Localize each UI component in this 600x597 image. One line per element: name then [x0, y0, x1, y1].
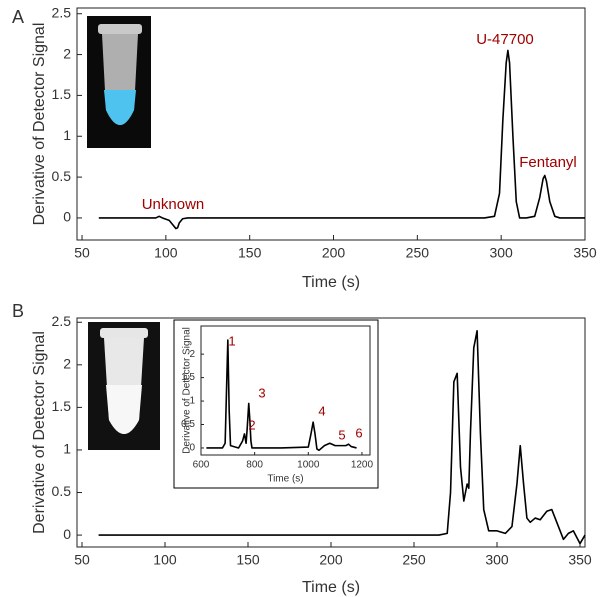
- y-tick-label: 2: [63, 45, 71, 61]
- y-tick-label: 1: [189, 396, 195, 407]
- y-tick-label: 2: [189, 349, 195, 360]
- y-tick-label: 1.5: [52, 398, 72, 414]
- x-tick-label: 600: [193, 460, 210, 471]
- x-tick-label: 250: [406, 245, 430, 261]
- panel-label: B: [12, 301, 24, 321]
- y-axis-label: Derivative of Detector Signal: [31, 23, 48, 226]
- peak-annotation: Unknown: [142, 196, 205, 213]
- peak-annotation: 3: [258, 385, 265, 400]
- peak-annotation: 2: [248, 417, 255, 432]
- y-tick-label: 0.5: [52, 168, 72, 184]
- x-tick-label: 350: [573, 245, 597, 261]
- peak-annotation: 6: [355, 425, 362, 440]
- peak-annotation: 1: [228, 333, 235, 348]
- peak-annotation: 5: [338, 427, 345, 442]
- x-tick-label: 250: [402, 552, 426, 568]
- x-tick-label: 800: [246, 460, 263, 471]
- y-axis-label: Derivative of Detector Signal: [182, 327, 193, 454]
- y-tick-label: 1: [63, 441, 71, 457]
- peak-annotation: U-47700: [476, 31, 534, 48]
- y-tick-label: 1: [63, 127, 71, 143]
- x-tick-label: 200: [322, 245, 346, 261]
- y-tick-label: 0: [63, 209, 71, 225]
- x-tick-label: 50: [74, 552, 90, 568]
- y-tick-label: 1.5: [52, 86, 72, 102]
- y-tick-label: 0: [63, 526, 71, 542]
- y-tick-label: 2.5: [52, 313, 72, 329]
- x-tick-label: 300: [485, 552, 509, 568]
- x-axis-label: Time (s): [302, 274, 360, 291]
- x-tick-label: 100: [154, 245, 178, 261]
- x-axis-label: Time (s): [267, 474, 303, 485]
- inset-frame: [173, 319, 379, 489]
- panel-label: A: [12, 7, 24, 27]
- y-axis-label: Derivative of Detector Signal: [31, 331, 48, 534]
- signal-line: [98, 329, 586, 545]
- peak-annotation: Fentanyl: [519, 154, 577, 171]
- x-tick-label: 1000: [297, 460, 320, 471]
- x-tick-label: 1200: [351, 460, 374, 471]
- y-tick-label: 0: [189, 443, 195, 454]
- y-tick-label: 0.5: [181, 419, 195, 430]
- y-tick-label: 0.5: [52, 483, 72, 499]
- x-tick-label: 50: [74, 245, 90, 261]
- x-tick-label: 200: [319, 552, 343, 568]
- x-tick-label: 100: [153, 552, 177, 568]
- signal-line: [98, 49, 585, 230]
- signal-line: [206, 339, 357, 452]
- y-tick-label: 2.5: [52, 4, 72, 20]
- x-tick-label: 150: [236, 552, 260, 568]
- x-axis-label: Time (s): [302, 579, 360, 596]
- x-tick-label: 350: [568, 552, 592, 568]
- tube-photo: [88, 322, 160, 450]
- y-tick-label: 1.5: [181, 372, 195, 383]
- x-tick-label: 150: [238, 245, 262, 261]
- plot-frame: [200, 325, 371, 456]
- x-tick-label: 300: [489, 245, 513, 261]
- tube-photo: [87, 16, 151, 148]
- plot-frame: [76, 7, 586, 241]
- peak-annotation: 4: [318, 403, 325, 418]
- y-tick-label: 2: [63, 356, 71, 372]
